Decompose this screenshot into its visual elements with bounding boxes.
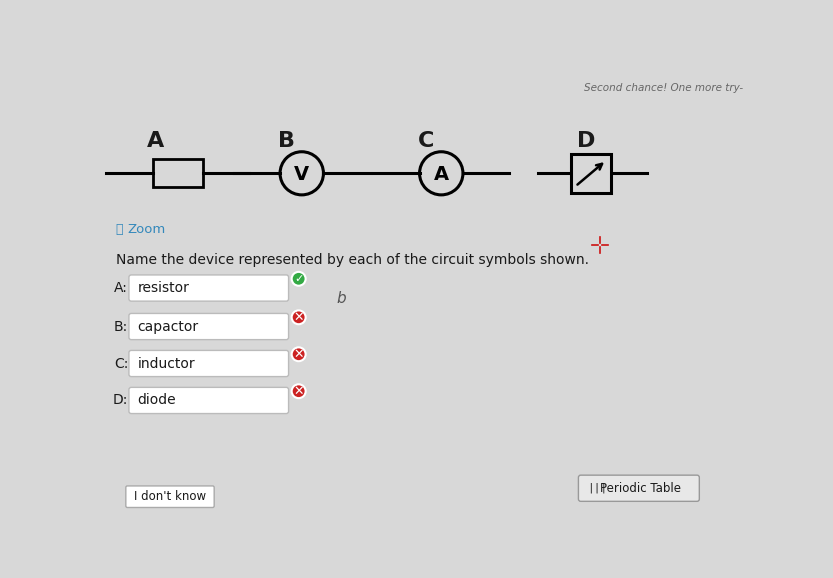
Text: Periodic Table: Periodic Table (600, 481, 681, 495)
FancyBboxPatch shape (578, 475, 700, 501)
Text: Name the device represented by each of the circuit symbols shown.: Name the device represented by each of t… (116, 253, 589, 266)
Circle shape (292, 310, 306, 324)
Circle shape (292, 347, 306, 361)
Text: inductor: inductor (137, 357, 195, 370)
FancyBboxPatch shape (126, 486, 214, 507)
Text: A:: A: (114, 281, 128, 295)
Text: ✕: ✕ (293, 311, 304, 324)
Text: ✕: ✕ (293, 385, 304, 398)
Text: I don't know: I don't know (134, 490, 206, 503)
FancyBboxPatch shape (129, 313, 288, 340)
Text: A: A (434, 165, 449, 184)
Text: A: A (147, 131, 164, 151)
FancyBboxPatch shape (571, 154, 611, 192)
Text: Zoom: Zoom (127, 223, 166, 236)
Text: ✓: ✓ (294, 274, 303, 284)
Text: |||: ||| (587, 483, 607, 494)
Text: D:: D: (112, 394, 128, 407)
Text: 🔍: 🔍 (116, 223, 123, 236)
Text: capactor: capactor (137, 320, 198, 334)
Circle shape (292, 384, 306, 398)
Text: B: B (278, 131, 296, 151)
Text: b: b (337, 291, 347, 306)
Text: V: V (294, 165, 309, 184)
FancyBboxPatch shape (129, 387, 288, 413)
Text: D: D (577, 131, 596, 151)
Text: ✕: ✕ (293, 348, 304, 361)
FancyBboxPatch shape (153, 160, 202, 187)
Text: Second chance! One more try-: Second chance! One more try- (585, 83, 744, 93)
FancyBboxPatch shape (129, 275, 288, 301)
Text: C: C (418, 131, 434, 151)
Text: resistor: resistor (137, 281, 189, 295)
Circle shape (292, 272, 306, 286)
Text: B:: B: (114, 320, 128, 334)
Text: diode: diode (137, 394, 176, 407)
FancyBboxPatch shape (129, 350, 288, 377)
Text: C:: C: (114, 357, 128, 370)
